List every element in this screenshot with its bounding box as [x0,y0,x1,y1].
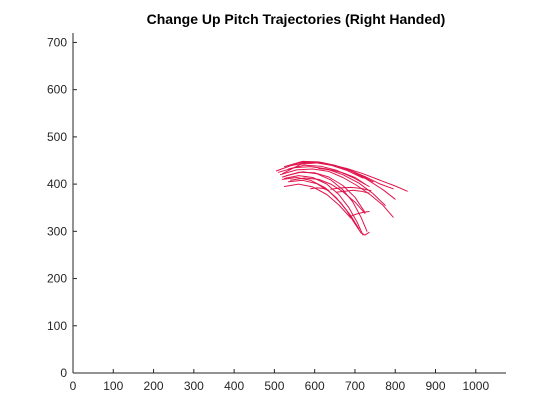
y-axis-ticks: 0 100 200 300 400 500 600 700 [47,35,77,380]
x-tick-label: 400 [224,379,244,393]
x-tick-label: 1000 [462,379,489,393]
trajectory-line-20 [350,211,370,217]
y-tick-label: 200 [47,272,67,286]
x-tick-label: 600 [305,379,325,393]
x-tick-label: 800 [385,379,405,393]
y-tick-label: 0 [60,366,67,380]
trajectory-line-21 [360,231,370,236]
trajectory-line-18 [336,189,370,194]
trajectory-line-13 [288,164,370,187]
trajectory-line-5 [279,168,394,218]
y-tick-label: 300 [47,224,67,238]
trajectory-line-15 [298,161,364,179]
trajectory-line-11 [284,183,352,219]
trajectory-line-16 [318,168,366,185]
trajectory-line-7 [286,171,368,232]
trajectory-series [275,160,408,236]
trajectory-line-9 [282,177,362,234]
x-tick-label: 0 [70,379,77,393]
y-tick-label: 700 [47,35,67,49]
y-tick-label: 500 [47,130,67,144]
x-tick-label: 500 [264,379,284,393]
x-tick-label: 900 [425,379,445,393]
plot-area: 0 100 200 300 400 500 600 700 800 900 1000 0 100 200… [47,33,506,393]
trajectory-line-12 [290,177,366,214]
x-tick-label: 700 [345,379,365,393]
trajectory-line-17 [330,186,372,192]
x-tick-label: 200 [144,379,164,393]
y-tick-label: 600 [47,83,67,97]
chart-title: Change Up Pitch Trajectories (Right Hand… [147,11,446,27]
y-tick-label: 100 [47,319,67,333]
x-tick-label: 300 [184,379,204,393]
x-tick-label: 100 [103,379,123,393]
y-tick-label: 400 [47,177,67,191]
trajectory-line-19 [310,187,330,191]
x-axis-ticks: 0 100 200 300 400 500 600 700 800 900 1000 [70,369,489,393]
